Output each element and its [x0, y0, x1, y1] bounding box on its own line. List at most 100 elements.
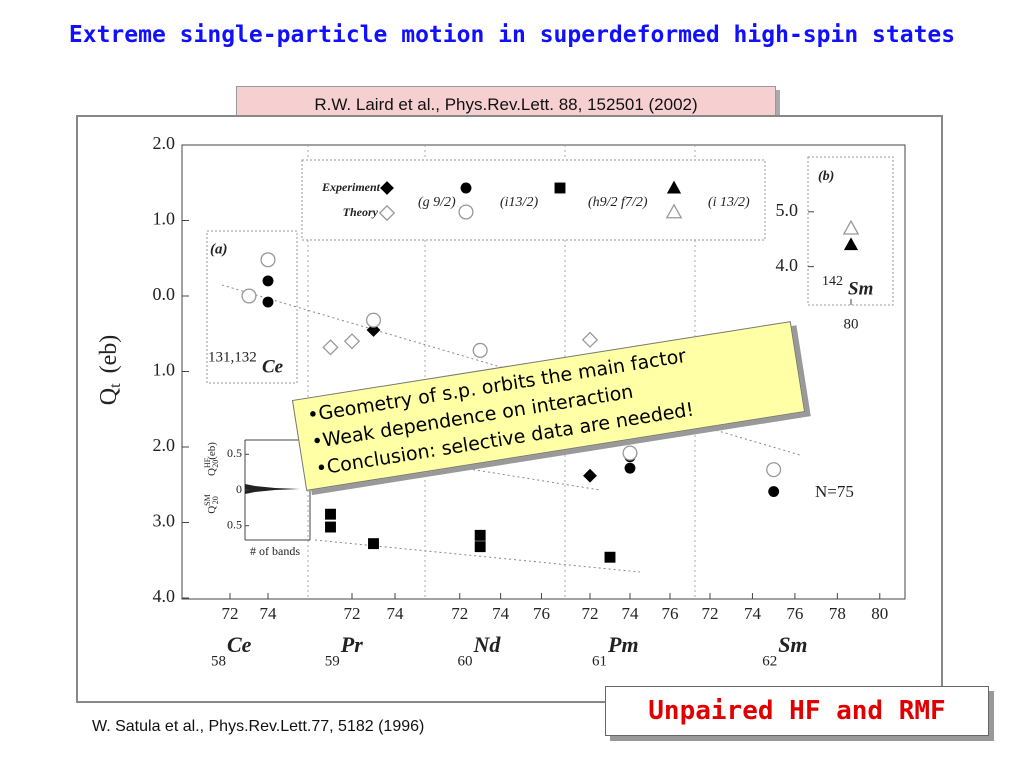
slide-title: Extreme single-particle motion in superd… — [68, 22, 956, 48]
legend-label: (h9/2 f7/2) — [588, 195, 648, 210]
inset-y: Q — [206, 506, 218, 514]
y-tick-label: 5.0 — [776, 200, 799, 220]
marker-square — [554, 182, 566, 194]
marker-diamond — [583, 468, 597, 483]
marker-triangle — [843, 237, 859, 251]
atomic-number: 59 — [325, 653, 340, 669]
y-axis-label: Qt (eb) — [96, 335, 124, 405]
marker-square — [325, 508, 336, 520]
x-tick-label: 74 — [387, 604, 405, 623]
marker-circle — [766, 462, 782, 478]
element-label: Ce — [227, 632, 252, 657]
x-tick-label: 74 — [622, 604, 640, 623]
marker-circle — [622, 445, 638, 461]
x-tick-label: 76 — [533, 604, 550, 623]
inset-x-label: # of bands — [250, 544, 300, 558]
atomic-number: 60 — [458, 653, 473, 669]
y-tick-label: 0.0 — [153, 284, 176, 304]
marker-diamond — [380, 181, 394, 195]
marker-square — [474, 529, 486, 541]
marker-circle — [262, 275, 274, 287]
y-tick-label: 1.0 — [153, 209, 176, 229]
line-label: N=75 — [815, 482, 854, 501]
marker-circle — [768, 486, 780, 497]
marker-triangle — [665, 203, 683, 219]
legend-label: (i13/2) — [500, 195, 538, 210]
y-tick-label: 2.0 — [153, 133, 176, 153]
x-tick-label: 76 — [786, 604, 803, 623]
y-label-unit: (eb) — [96, 335, 122, 374]
marker-circle — [365, 312, 382, 328]
marker-circle — [262, 296, 274, 308]
atomic-number: 62 — [762, 653, 777, 669]
legend-label: Theory — [343, 205, 379, 219]
y-tick-label: 4.0 — [153, 586, 176, 606]
inset-y-label: QHF20(eb) — [203, 442, 220, 476]
y-label-main: Q — [96, 388, 122, 405]
panel-label: (b) — [818, 169, 834, 184]
atomic-number: 61 — [592, 653, 607, 669]
marker-square — [325, 521, 336, 533]
marker-triangle — [666, 180, 682, 194]
x-tick-label: 80 — [871, 604, 888, 623]
marker-diamond — [322, 339, 339, 356]
nucleus-element: Ce — [262, 356, 284, 377]
marker-circle — [460, 182, 472, 194]
y-tick-label: 1.0 — [153, 360, 176, 380]
marker-diamond — [378, 204, 396, 222]
x-tick-label: 74 — [492, 604, 510, 623]
element-label: Sm — [778, 632, 807, 657]
marker-circle — [624, 462, 636, 474]
x-tick-label: 76 — [662, 604, 679, 623]
y-tick-label: 3.0 — [153, 511, 176, 531]
legend-label: (g 9/2) — [418, 195, 456, 210]
reference: W. Satula et al., Phys.Rev.Lett.77, 5182… — [92, 718, 425, 735]
inset-y-sup: SM — [203, 494, 212, 506]
marker-diamond — [343, 333, 361, 350]
x-tick-label: 72 — [344, 604, 361, 623]
x-tick-label: 74 — [260, 604, 278, 623]
marker-triangle — [842, 219, 860, 235]
inset-y-label: QSM20 — [203, 494, 220, 514]
x-tick-label: 72 — [702, 604, 719, 623]
marker-circle — [458, 204, 474, 220]
marker-square — [368, 538, 379, 550]
x-tick-label: 72 — [451, 604, 468, 623]
x-tick-label: 74 — [744, 604, 762, 623]
marker-circle — [260, 252, 276, 268]
inset-y-sub: 20 — [211, 496, 220, 504]
nucleus-element: Sm — [848, 278, 873, 299]
element-label: Pm — [607, 632, 639, 657]
y-tick-label: 4.0 — [776, 255, 799, 275]
inset-tick-label: 0 — [236, 482, 242, 496]
element-label: Nd — [473, 632, 502, 657]
y-label-sub: t — [107, 383, 124, 388]
x-tick-label: 72 — [222, 604, 239, 623]
nucleus-mass: 131,132 — [208, 349, 257, 365]
x-tick-label: 72 — [582, 604, 599, 623]
nucleus-mass: 142 — [822, 274, 843, 289]
marker-diamond — [581, 331, 599, 348]
inset-y-unit: (eb) — [206, 442, 218, 460]
inset-y-sup: HF — [203, 457, 212, 468]
panel-a-box — [206, 230, 298, 384]
y-tick-label: 2.0 — [153, 435, 176, 455]
inset-tick-label: 0.5 — [227, 446, 242, 460]
legend-label: Experiment — [321, 180, 381, 194]
inset-y: Q — [206, 468, 218, 476]
element-label: Pr — [340, 632, 363, 657]
marker-circle — [472, 342, 488, 358]
inset-tick-label: 0.5 — [227, 517, 242, 531]
inset-y-sub: 20 — [211, 460, 220, 468]
x-tick-label: 80 — [844, 316, 859, 332]
marker-square — [474, 541, 486, 553]
legend-box — [301, 159, 766, 241]
badge: Unpaired HF and RMF — [605, 686, 989, 736]
panel-label: (a) — [210, 241, 228, 257]
x-tick-label: 78 — [829, 604, 846, 623]
legend-label: (i 13/2) — [708, 195, 750, 210]
marker-square — [604, 551, 616, 563]
atomic-number: 58 — [211, 653, 226, 669]
marker-circle — [241, 288, 257, 304]
